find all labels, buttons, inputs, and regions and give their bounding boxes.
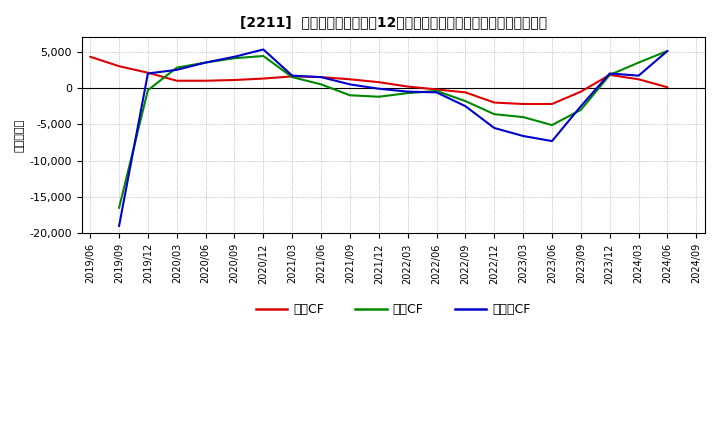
フリーCF <box>634 73 643 78</box>
フリーCF <box>432 90 441 95</box>
Line: フリーCF: フリーCF <box>119 49 667 226</box>
投資CF <box>259 53 268 59</box>
フリーCF <box>663 48 672 54</box>
営業CF <box>634 77 643 82</box>
投資CF <box>634 60 643 65</box>
投資CF <box>403 91 412 96</box>
投資CF <box>577 107 585 113</box>
投資CF <box>432 88 441 94</box>
フリーCF <box>173 67 181 73</box>
投資CF <box>173 65 181 70</box>
営業CF <box>114 63 123 69</box>
Legend: 営業CF, 投資CF, フリーCF: 営業CF, 投資CF, フリーCF <box>251 298 536 321</box>
営業CF <box>173 78 181 83</box>
投資CF <box>519 114 528 120</box>
投資CF <box>663 48 672 54</box>
フリーCF <box>230 54 239 59</box>
営業CF <box>317 74 325 80</box>
投資CF <box>374 94 383 99</box>
投資CF <box>606 72 614 77</box>
フリーCF <box>259 47 268 52</box>
営業CF <box>519 101 528 106</box>
営業CF <box>259 76 268 81</box>
投資CF <box>143 88 152 93</box>
営業CF <box>86 54 94 59</box>
フリーCF <box>317 74 325 80</box>
フリーCF <box>548 139 557 144</box>
Y-axis label: （百万円）: （百万円） <box>15 119 25 152</box>
投資CF <box>461 99 469 104</box>
Line: 投資CF: 投資CF <box>119 51 667 208</box>
フリーCF <box>461 103 469 109</box>
営業CF <box>346 77 354 82</box>
投資CF <box>202 60 210 65</box>
営業CF <box>288 74 297 79</box>
フリーCF <box>374 86 383 92</box>
フリーCF <box>202 60 210 65</box>
フリーCF <box>606 71 614 76</box>
営業CF <box>374 80 383 85</box>
営業CF <box>230 77 239 83</box>
投資CF <box>317 82 325 87</box>
フリーCF <box>403 89 412 94</box>
フリーCF <box>346 82 354 87</box>
営業CF <box>202 78 210 83</box>
フリーCF <box>143 71 152 76</box>
営業CF <box>490 100 499 105</box>
フリーCF <box>577 103 585 109</box>
Line: 営業CF: 営業CF <box>90 57 667 104</box>
営業CF <box>577 89 585 94</box>
営業CF <box>403 84 412 89</box>
営業CF <box>143 70 152 75</box>
Title: [2211]  キャッシュフローの12か月移動合計の対前年同期増減額の推移: [2211] キャッシュフローの12か月移動合計の対前年同期増減額の推移 <box>240 15 546 29</box>
営業CF <box>548 101 557 106</box>
営業CF <box>461 90 469 95</box>
投資CF <box>548 122 557 128</box>
投資CF <box>346 93 354 98</box>
フリーCF <box>490 125 499 131</box>
投資CF <box>288 74 297 80</box>
営業CF <box>606 72 614 77</box>
投資CF <box>490 112 499 117</box>
投資CF <box>114 205 123 211</box>
フリーCF <box>288 73 297 78</box>
フリーCF <box>519 133 528 139</box>
フリーCF <box>114 224 123 229</box>
営業CF <box>432 87 441 92</box>
営業CF <box>663 84 672 90</box>
投資CF <box>230 55 239 61</box>
